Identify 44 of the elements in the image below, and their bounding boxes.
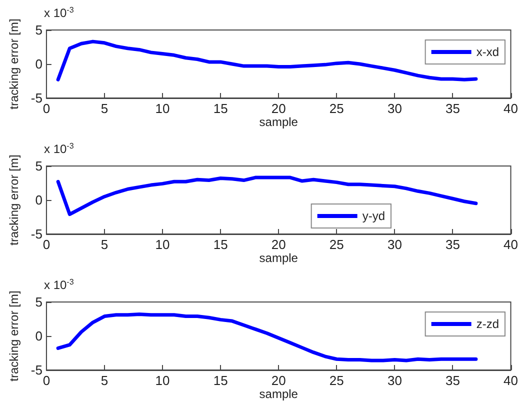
y-tick-label: -5 xyxy=(30,362,42,378)
x-tick-label: 10 xyxy=(155,237,170,252)
x-tick-label: 35 xyxy=(445,373,460,388)
x-tick-label: 25 xyxy=(329,237,344,252)
x-tick-label: 25 xyxy=(329,373,344,388)
legend-label: x-xd xyxy=(476,45,499,59)
y-tick-label: 0 xyxy=(35,192,42,208)
x-tick-label: 30 xyxy=(387,373,402,388)
legend-label: z-zd xyxy=(476,317,499,331)
x-tick-label: 20 xyxy=(271,373,286,388)
x-tick-label: 15 xyxy=(213,373,228,388)
y-tick-label: 0 xyxy=(35,56,42,72)
x-tick-label: 40 xyxy=(504,237,518,252)
legend-label: y-yd xyxy=(362,209,385,223)
y-tick-label: -5 xyxy=(30,90,42,106)
x-tick-label: 20 xyxy=(271,237,286,252)
x-tick-label: 40 xyxy=(504,373,518,388)
y-tick-label: 5 xyxy=(35,294,42,310)
x-tick-label: 35 xyxy=(445,101,460,116)
y-axis-title: tracking error [m] xyxy=(7,290,21,382)
x-tick-label: 10 xyxy=(155,373,170,388)
x-axis-title: sample xyxy=(259,251,298,265)
y-tick-label: 0 xyxy=(35,328,42,344)
y-axis-title: tracking error [m] xyxy=(7,18,21,110)
x-tick-label: 35 xyxy=(445,237,460,252)
x-tick-label: 15 xyxy=(213,101,228,116)
x-tick-label: 15 xyxy=(213,237,228,252)
y-tick-label: 5 xyxy=(35,158,42,174)
y-axis-title: tracking error [m] xyxy=(7,154,21,246)
x-tick-label: 20 xyxy=(271,101,286,116)
x-axis-title: sample xyxy=(259,115,298,129)
x-tick-label: 5 xyxy=(100,373,108,388)
x-tick-label: 30 xyxy=(387,101,402,116)
x-tick-label: 5 xyxy=(100,101,108,116)
y-tick-label: -5 xyxy=(30,226,42,242)
x-tick-label: 30 xyxy=(387,237,402,252)
x-tick-label: 10 xyxy=(155,101,170,116)
line-series xyxy=(56,40,478,82)
x-tick-label: 25 xyxy=(329,101,344,116)
x-tick-label: 40 xyxy=(504,101,518,116)
y-tick-label: 5 xyxy=(35,22,42,38)
x-tick-label: 5 xyxy=(100,237,108,252)
line-series xyxy=(56,312,478,362)
x-axis-title: sample xyxy=(259,387,298,401)
